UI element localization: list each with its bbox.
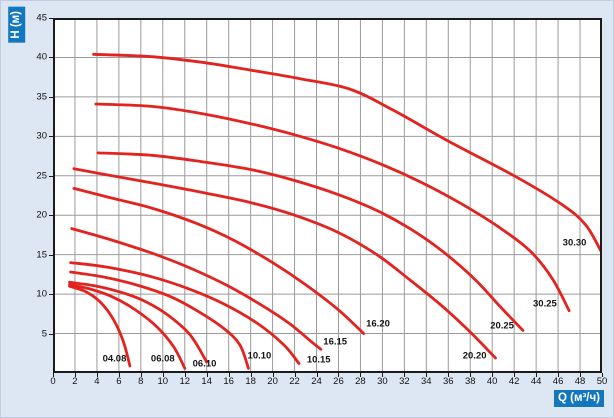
pump-curve-20-20	[72, 167, 497, 360]
x-axis-tick-mark	[118, 373, 120, 377]
x-axis-tick-mark	[536, 373, 538, 377]
x-axis-tick-label: 24	[311, 376, 322, 387]
pump-curve-06-10	[68, 280, 209, 364]
x-axis-tick-mark	[140, 373, 142, 377]
x-axis-tick-mark	[470, 373, 472, 377]
x-axis-tick-label: 8	[138, 376, 144, 387]
x-axis-title: Q (м³/ч)	[558, 392, 601, 404]
x-axis-tick-label: 40	[486, 376, 498, 387]
x-axis-tick-label: 2	[72, 376, 78, 387]
x-axis-tick-label: 20	[267, 376, 278, 387]
x-axis-tick-label: 50	[596, 376, 608, 387]
y-axis-tick-label: 40	[36, 51, 47, 63]
x-axis-tick-label: 16	[223, 376, 234, 387]
pump-curve-06-08	[68, 283, 187, 370]
y-axis-tick-label: 15	[36, 249, 47, 261]
plot-area	[53, 18, 602, 373]
y-axis-tick-label: 30	[36, 130, 47, 142]
curve-label-20-20: 20.20	[462, 350, 487, 362]
plot-background	[54, 19, 601, 372]
x-axis-tick-mark	[250, 373, 252, 377]
pump-curve-16-20	[72, 187, 366, 335]
y-axis-tick-label: 5	[41, 328, 47, 340]
curve-label-20-25: 20.25	[490, 320, 514, 332]
x-axis-tick-label: 30	[377, 376, 388, 387]
x-axis-tick-label: 42	[508, 376, 520, 387]
y-axis-tick-mark	[49, 96, 53, 98]
pump-curve-10-15	[69, 261, 301, 365]
x-axis-tick-mark	[184, 373, 186, 377]
x-axis-tick-mark	[404, 373, 406, 377]
x-axis-tick-mark	[602, 373, 603, 377]
x-axis-tick-mark	[338, 373, 340, 377]
x-axis-tick-mark	[96, 373, 98, 377]
x-axis-tick-label: 32	[399, 376, 410, 387]
x-axis-tick-mark	[316, 373, 318, 377]
x-axis-tick-label: 10	[157, 376, 169, 387]
y-axis-tick-label: 10	[36, 288, 47, 300]
x-axis-tick-mark	[272, 373, 274, 377]
curve-label-16-20: 16.20	[366, 318, 390, 330]
curve-label-30-25: 30.25	[533, 298, 557, 310]
x-axis-tick-label: 36	[442, 376, 454, 387]
x-axis-tick-label: 6	[116, 376, 122, 387]
plot-frame	[53, 18, 602, 373]
x-axis-tick-mark	[558, 373, 560, 377]
x-axis-tick-mark	[514, 373, 516, 377]
y-axis-tick-mark	[49, 18, 53, 19]
x-axis-tick-mark	[382, 373, 384, 377]
pump-curve-30-25	[94, 102, 571, 313]
curve-label-04-08: 04.08	[102, 353, 127, 365]
x-axis-title-box: Q (м³/ч)	[554, 390, 605, 408]
x-axis-tick-mark	[53, 373, 54, 377]
y-axis-tick-mark	[49, 254, 53, 256]
x-axis-tick-mark	[228, 373, 230, 377]
pump-curve-20-25	[96, 151, 525, 332]
curve-label-10-10: 10.10	[247, 350, 272, 362]
x-axis-tick-mark	[580, 373, 582, 377]
x-axis-tick-mark	[294, 373, 296, 377]
x-axis-tick-label: 38	[464, 376, 476, 387]
y-axis-tick-mark	[49, 215, 53, 217]
y-axis-tick-mark	[49, 175, 53, 177]
x-axis-tick-label: 14	[201, 376, 213, 387]
x-axis-tick-label: 0	[50, 376, 56, 387]
x-axis-tick-label: 26	[333, 376, 344, 387]
curve-label-10-15: 10.15	[306, 354, 331, 366]
pump-curve-04-08	[68, 284, 132, 368]
pump-curve-10-10	[69, 270, 250, 370]
x-axis-tick-mark	[492, 373, 494, 377]
x-axis-tick-label: 48	[574, 376, 586, 387]
x-axis-tick-mark	[426, 373, 428, 377]
y-axis-tick-mark	[49, 57, 53, 59]
x-axis-tick-label: 34	[421, 376, 432, 387]
curve-label-30-30: 30.30	[562, 237, 587, 249]
pump-curve-16-15	[70, 227, 323, 351]
y-axis-tick-mark	[49, 333, 53, 335]
x-axis-tick-mark	[162, 373, 164, 377]
y-axis-tick-label: 45	[36, 12, 47, 24]
curve-label-06-10: 06.10	[192, 358, 217, 370]
x-axis-tick-label: 18	[245, 376, 256, 387]
x-axis-tick-mark	[206, 373, 208, 377]
y-axis-tick-label: 20	[36, 209, 47, 221]
x-axis-tick-label: 28	[355, 376, 366, 387]
x-axis-tick-label: 44	[530, 376, 542, 387]
y-axis-tick-label: 35	[36, 91, 47, 103]
y-axis-tick-label: 25	[36, 170, 47, 182]
curve-label-06-08: 06.08	[150, 353, 175, 365]
x-axis-tick-label: 22	[289, 376, 300, 387]
x-axis-tick-label: 4	[94, 376, 100, 387]
x-axis-tick-mark	[74, 373, 76, 377]
x-axis-tick-mark	[448, 373, 450, 377]
pump-curves-layer	[68, 52, 602, 370]
y-axis-tick-mark	[49, 136, 53, 138]
x-axis-tick-mark	[360, 373, 362, 377]
pump-curve-30-30	[92, 52, 602, 255]
curve-label-16-15: 16.15	[323, 336, 348, 348]
y-axis-tick-mark	[49, 294, 53, 296]
x-axis-tick-label: 12	[179, 376, 191, 387]
x-axis-tick-label: 46	[552, 376, 564, 387]
